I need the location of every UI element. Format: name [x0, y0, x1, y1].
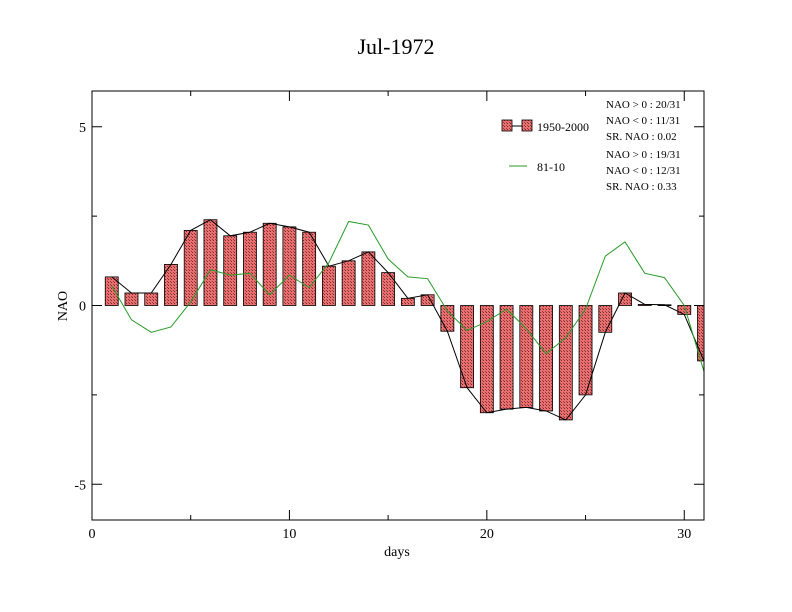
bar-day-26 — [598, 305, 613, 333]
bar-day-10 — [282, 226, 297, 306]
bar-day-21 — [499, 305, 514, 410]
legend-stat: NAO > 0 : 20/31 — [606, 99, 681, 111]
bar-day-7 — [223, 235, 238, 306]
y-tick-label: 0 — [79, 300, 86, 315]
x-tick-label: 20 — [480, 527, 494, 542]
y-tick-label: -5 — [74, 478, 86, 493]
chart-title: Jul-1972 — [358, 34, 435, 59]
bar-day-24 — [558, 305, 573, 421]
bar-day-14 — [361, 251, 376, 306]
bar-series — [104, 219, 704, 421]
legend-stat: SR. NAO : 0.02 — [606, 131, 677, 143]
legend-label-81-10: 81-10 — [537, 160, 565, 174]
legend-stat: NAO < 0 : 11/31 — [606, 115, 680, 127]
legend-stat: SR. NAO : 0.33 — [606, 181, 677, 193]
bar-series-connector-line — [111, 219, 704, 421]
x-tick-label: 0 — [89, 527, 96, 542]
bar-day-12 — [322, 265, 336, 306]
bar-day-23 — [539, 305, 553, 412]
bar-day-27 — [618, 292, 632, 306]
line-series — [111, 219, 704, 421]
bar-day-9 — [262, 222, 277, 306]
legend-bar-swatch — [501, 119, 513, 132]
legend-label-1950-2000: 1950-2000 — [537, 120, 589, 134]
x-axis-label: days — [384, 545, 410, 560]
bar-day-15 — [381, 272, 396, 306]
axes: 0 10 20 30 -5 0 5 — [74, 91, 704, 542]
legend-stat: NAO < 0 : 12/31 — [606, 165, 681, 177]
bar-day-2 — [124, 292, 139, 306]
line-81-10 — [111, 220, 704, 372]
y-axis-label: NAO — [56, 291, 71, 321]
bar-day-13 — [341, 260, 356, 306]
bar-day-11 — [302, 231, 317, 306]
bar-day-18 — [440, 305, 455, 332]
x-tick-label: 30 — [677, 527, 691, 542]
bar-day-31 — [697, 305, 704, 362]
legend-bar-swatch — [521, 119, 533, 132]
legend: 1950-2000 81-10 NAO > 0 : 20/31 NAO < 0 : 1… — [501, 99, 681, 193]
bar-day-16 — [400, 297, 415, 306]
legend-stat: NAO > 0 : 19/31 — [606, 149, 681, 161]
bar-day-6 — [203, 219, 218, 306]
bar-day-8 — [243, 231, 257, 306]
bar-day-3 — [144, 292, 159, 306]
x-tick-label: 10 — [282, 527, 296, 542]
bar-day-22 — [519, 305, 534, 408]
y-tick-label: 5 — [79, 121, 86, 136]
